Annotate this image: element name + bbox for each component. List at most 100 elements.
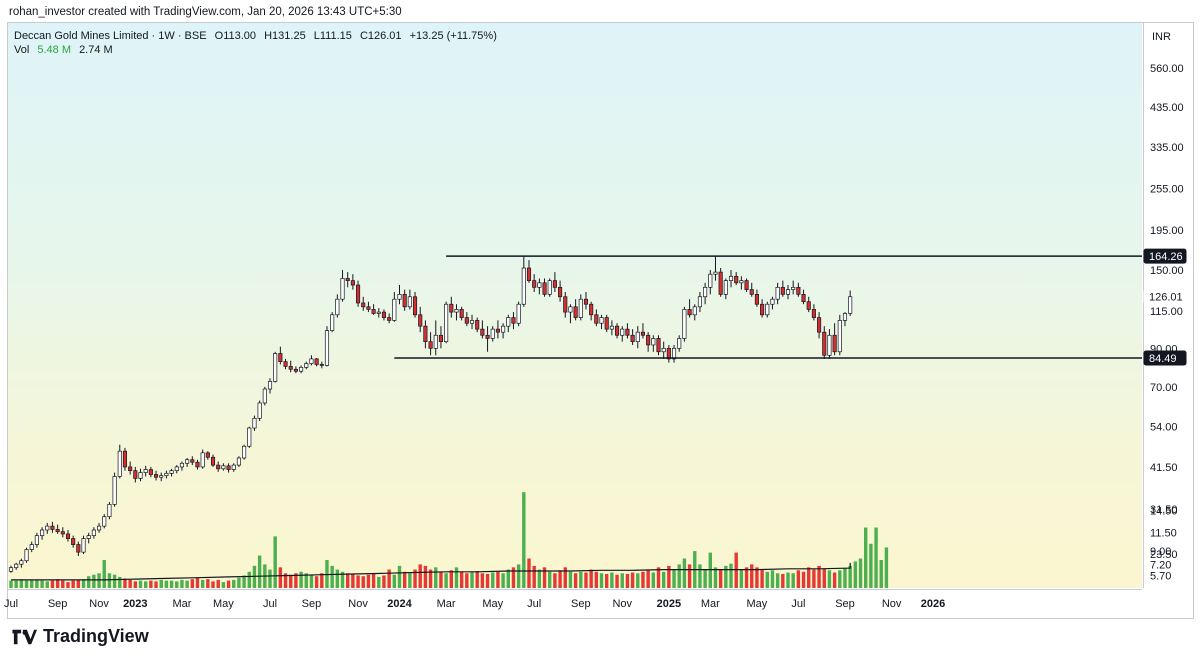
volume-legend[interactable]: Vol 5.48 M 2.74 M — [14, 44, 118, 56]
candle-up — [242, 445, 247, 459]
volume-bar-down — [817, 565, 821, 588]
candle-down — [594, 314, 599, 324]
candle-up — [506, 317, 511, 327]
symbol-legend[interactable]: Deccan Gold Mines Limited · 1W · BSE O11… — [14, 30, 502, 42]
candle-up — [775, 286, 780, 300]
volume-bar-up — [247, 571, 251, 588]
price-label-text: 164.26 — [1149, 251, 1183, 263]
candle-up — [723, 280, 728, 295]
volume-bar-up — [537, 569, 542, 588]
candle-up — [728, 275, 734, 281]
volume-bar-up — [24, 580, 29, 588]
volume-bar-down — [718, 569, 723, 588]
candle-up — [330, 314, 335, 331]
candle-up — [257, 402, 262, 419]
volume-bar-down — [366, 574, 371, 588]
volume-label: Vol — [14, 44, 30, 56]
candle-down — [122, 450, 128, 468]
price-tick-label: 54.00 — [1150, 422, 1178, 434]
candle-down — [558, 286, 563, 298]
candle-down — [573, 306, 578, 318]
volume-bar-down — [387, 569, 391, 588]
candle-down — [402, 293, 407, 308]
volume-bar-up — [729, 563, 733, 588]
volume-bar-up — [273, 536, 277, 588]
volume-bar-down — [630, 572, 635, 588]
candle-down — [811, 309, 816, 318]
candle-down — [542, 282, 547, 295]
candle-down — [293, 368, 298, 372]
candle-down — [640, 331, 646, 336]
candle-up — [392, 298, 397, 321]
candle-up — [454, 309, 459, 313]
chart-pane[interactable] — [8, 23, 1142, 588]
price-tick-label: 150.00 — [1150, 265, 1184, 277]
candle-up — [138, 472, 143, 479]
volume-bar-down — [485, 573, 490, 588]
candle-down — [356, 284, 361, 304]
candle-down — [801, 293, 806, 303]
candle-up — [827, 334, 832, 356]
candle-down — [128, 466, 133, 472]
volume-bar-up — [434, 567, 438, 588]
time-tick-label: Sep — [571, 598, 591, 610]
volume-bar-up — [19, 579, 24, 588]
candle-up — [697, 296, 702, 308]
time-tick-label: Nov — [89, 598, 109, 610]
candle-up — [578, 298, 583, 318]
candle-down — [475, 320, 480, 330]
volume-tick-label: 9.00 — [1150, 546, 1171, 558]
candle-up — [609, 325, 614, 330]
candle-up — [651, 338, 656, 346]
volume-bar-up — [408, 573, 412, 588]
candle-up — [273, 353, 278, 382]
candle-down — [371, 309, 376, 314]
candle-up — [635, 331, 640, 343]
volume-bar-down — [428, 569, 433, 588]
candle-down — [205, 452, 210, 458]
price-tick-label: 70.00 — [1150, 382, 1178, 394]
time-tick-label: Jul — [791, 598, 805, 610]
volume-bar-up — [827, 570, 832, 588]
candle-down — [485, 334, 490, 339]
candle-up — [81, 538, 86, 553]
time-tick-label: 2026 — [921, 598, 945, 610]
volume-bar-up — [853, 561, 858, 588]
candle-down — [210, 456, 216, 466]
volume-bar-up — [143, 581, 148, 588]
candle-up — [299, 366, 304, 372]
candle-down — [656, 338, 661, 353]
volume-bar-down — [734, 552, 738, 588]
volume-bar-down — [822, 568, 826, 588]
price-label-badge — [1143, 350, 1187, 366]
volume-bar-down — [449, 570, 453, 588]
volume-bar-up — [869, 543, 873, 588]
candle-up — [164, 472, 169, 477]
candle-up — [231, 464, 236, 470]
volume-bar-down — [76, 579, 81, 588]
candle-up — [97, 525, 102, 531]
volume-bar-down — [459, 571, 464, 588]
volume-bar-up — [698, 564, 702, 588]
volume-bar-down — [573, 573, 578, 588]
candle-down — [760, 303, 765, 316]
candle-down — [133, 470, 138, 479]
candle-up — [45, 525, 50, 531]
candle-up — [837, 320, 842, 353]
time-axis[interactable] — [8, 589, 1142, 617]
volume-bar-up — [599, 573, 604, 588]
candle-up — [842, 313, 848, 321]
brand-name: TradingView — [43, 626, 149, 646]
time-tick-label: Mar — [701, 598, 720, 610]
volume-bar-down — [423, 565, 428, 588]
volume-bar-up — [35, 579, 39, 588]
candle-up — [29, 544, 34, 550]
volume-bar-down — [563, 567, 567, 588]
candle-up — [14, 563, 19, 569]
candle-up — [340, 278, 345, 300]
candle-down — [361, 302, 366, 308]
candle-up — [247, 427, 252, 447]
volume-bar-up — [677, 564, 681, 588]
price-axis[interactable] — [1143, 23, 1192, 588]
ohlc-close: C126.01 — [359, 30, 402, 42]
